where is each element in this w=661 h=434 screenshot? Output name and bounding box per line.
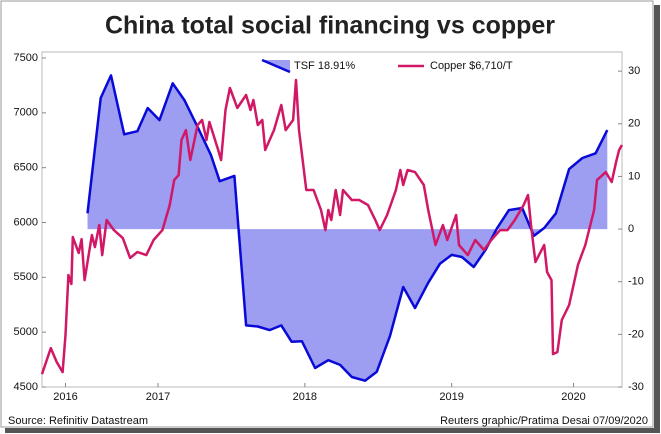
y2-tick-label: 10: [628, 170, 640, 182]
y2-tick-label: -30: [628, 381, 644, 393]
plot-area: [41, 51, 623, 388]
y-tick-label: 7500: [14, 52, 38, 64]
shadow: [5, 428, 660, 433]
y2-tick-label: -20: [628, 328, 644, 340]
legend-swatch: [261, 58, 291, 74]
y2-tick-label: 30: [628, 65, 640, 77]
legend-label: TSF 18.91%: [294, 60, 355, 72]
series-line: [86, 74, 609, 382]
y-tick-label: 7000: [14, 107, 38, 119]
legend-label: Copper $6,710/T: [430, 60, 513, 72]
area: [87, 75, 608, 381]
x-tick-label: 2016: [53, 391, 77, 403]
source: Source: Refinitiv Datastream: [8, 415, 148, 427]
y-tick-label: 5500: [14, 271, 38, 283]
series-line: [40, 78, 624, 375]
x-tick-label: 2017: [146, 391, 170, 403]
y2-tick-label: -10: [628, 276, 644, 288]
y-tick-label: 6000: [14, 216, 38, 228]
credit: Reuters graphic/Pratima Desai 07/09/2020: [440, 415, 648, 427]
chart-title: China total social financing vs copper: [105, 12, 555, 40]
x-tick-label: 2018: [293, 391, 317, 403]
x-tick-label: 2020: [561, 391, 585, 403]
y2-tick-label: 20: [628, 118, 640, 130]
shadow: [654, 5, 660, 433]
x-tick-label: 2019: [439, 391, 463, 403]
y-tick-label: 4500: [14, 381, 38, 393]
y2-tick-label: 0: [628, 223, 634, 235]
y-tick-label: 5000: [14, 326, 38, 338]
y-tick-label: 6500: [14, 162, 38, 174]
